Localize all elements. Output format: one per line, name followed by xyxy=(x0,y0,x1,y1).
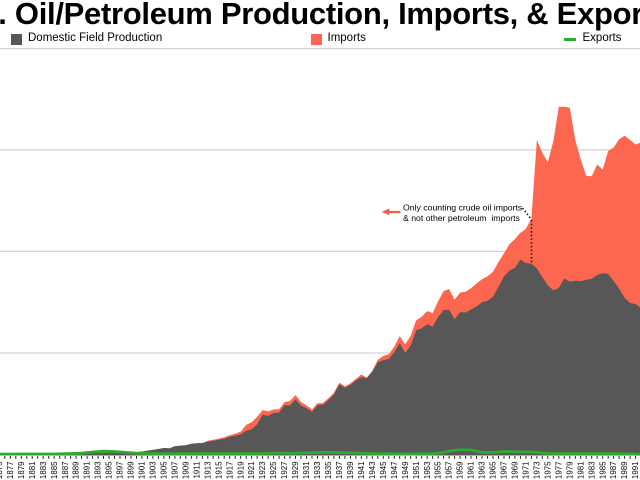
svg-text:1903: 1903 xyxy=(149,461,158,479)
svg-text:1951: 1951 xyxy=(412,462,421,480)
svg-text:1971: 1971 xyxy=(522,462,531,480)
svg-text:1931: 1931 xyxy=(302,462,311,480)
svg-text:1961: 1961 xyxy=(467,462,476,480)
svg-text:1911: 1911 xyxy=(192,462,201,479)
svg-text:1895: 1895 xyxy=(105,461,114,479)
svg-text:1969: 1969 xyxy=(511,461,520,479)
svg-text:1925: 1925 xyxy=(269,461,278,479)
svg-text:& not other petroleum imports: & not other petroleum imports xyxy=(403,213,521,223)
svg-text:1891: 1891 xyxy=(83,462,92,480)
svg-text:1945: 1945 xyxy=(379,461,388,479)
svg-text:1957: 1957 xyxy=(445,462,454,480)
svg-text:1949: 1949 xyxy=(401,461,410,479)
svg-text:1963: 1963 xyxy=(478,461,487,479)
svg-text:1987: 1987 xyxy=(609,462,618,480)
svg-text:1899: 1899 xyxy=(127,461,136,479)
svg-text:1973: 1973 xyxy=(533,461,542,479)
svg-text:1927: 1927 xyxy=(280,462,289,480)
svg-text:1937: 1937 xyxy=(335,462,344,480)
svg-text:1883: 1883 xyxy=(39,461,48,479)
svg-text:1967: 1967 xyxy=(500,462,509,480)
svg-text:1893: 1893 xyxy=(94,461,103,479)
svg-text:1907: 1907 xyxy=(171,462,180,480)
svg-text:1939: 1939 xyxy=(346,461,355,479)
svg-text:1955: 1955 xyxy=(434,461,443,479)
svg-text:1977: 1977 xyxy=(554,462,563,480)
svg-text:1991: 1991 xyxy=(631,462,640,480)
svg-text:1965: 1965 xyxy=(489,461,498,479)
svg-text:1985: 1985 xyxy=(598,461,607,479)
svg-text:1879: 1879 xyxy=(17,461,26,479)
svg-text:1953: 1953 xyxy=(423,461,432,479)
svg-text:1921: 1921 xyxy=(247,462,256,480)
svg-text:1935: 1935 xyxy=(324,461,333,479)
svg-text:1917: 1917 xyxy=(225,462,234,480)
svg-text:1897: 1897 xyxy=(116,462,125,480)
svg-text:1975: 1975 xyxy=(543,461,552,479)
svg-text:1929: 1929 xyxy=(291,461,300,479)
svg-text:1959: 1959 xyxy=(456,461,465,479)
svg-text:1923: 1923 xyxy=(258,461,267,479)
svg-text:1887: 1887 xyxy=(61,462,70,480)
svg-text:1941: 1941 xyxy=(357,462,366,480)
svg-text:1943: 1943 xyxy=(368,461,377,479)
svg-text:1979: 1979 xyxy=(565,461,574,479)
svg-text:1981: 1981 xyxy=(576,462,585,480)
svg-text:1885: 1885 xyxy=(50,461,59,479)
svg-text:1889: 1889 xyxy=(72,461,81,479)
svg-text:1913: 1913 xyxy=(203,461,212,479)
svg-text:1909: 1909 xyxy=(181,461,190,479)
svg-text:Only counting crude oil import: Only counting crude oil imports xyxy=(403,202,523,212)
svg-text:1983: 1983 xyxy=(587,461,596,479)
svg-text:1901: 1901 xyxy=(138,462,147,480)
svg-text:1881: 1881 xyxy=(28,462,37,480)
svg-text:1875: 1875 xyxy=(0,461,4,479)
svg-text:1933: 1933 xyxy=(313,461,322,479)
svg-text:1905: 1905 xyxy=(160,461,169,479)
svg-text:1919: 1919 xyxy=(236,461,245,479)
svg-text:1915: 1915 xyxy=(214,461,223,479)
svg-text:1989: 1989 xyxy=(620,461,629,479)
svg-text:1877: 1877 xyxy=(6,462,15,480)
svg-text:1947: 1947 xyxy=(390,462,399,480)
